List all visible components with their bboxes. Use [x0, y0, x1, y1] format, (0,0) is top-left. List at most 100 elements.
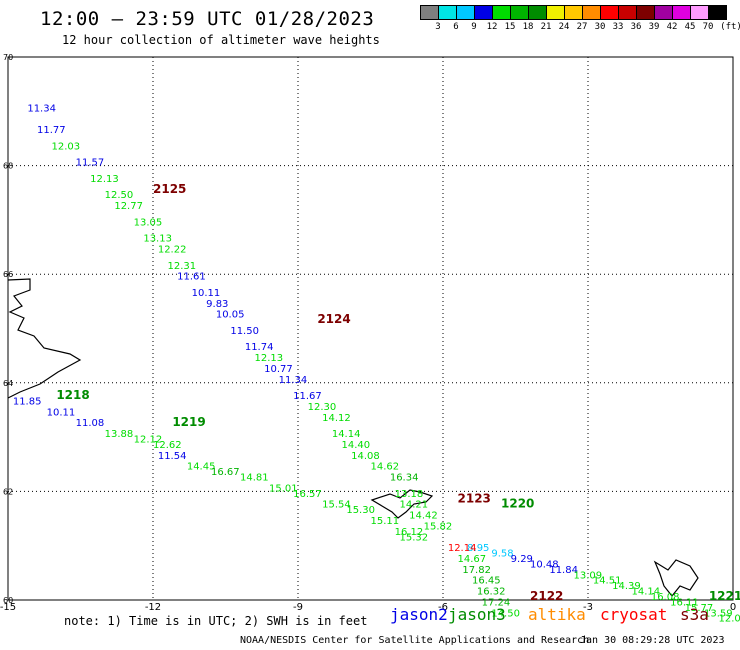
iceland-coast	[7, 278, 82, 399]
wave-height-value: 12.12	[134, 435, 163, 446]
track-time-label: 1220	[501, 497, 534, 511]
wave-height-value: 13.13	[143, 234, 172, 245]
wave-height-value: 10.77	[264, 364, 293, 375]
wave-height-value: 10.48	[530, 559, 559, 570]
wave-height-value: 15.54	[322, 500, 351, 511]
satellite-jason2-label: jason2	[390, 605, 448, 624]
lon-tick-label: -9	[293, 602, 303, 613]
credit-text: NOAA/NESDIS Center for Satellite Applica…	[240, 635, 590, 646]
legend-label: 12	[486, 22, 498, 32]
wave-height-value: 14.12	[322, 413, 351, 424]
shetland-coast	[653, 559, 699, 597]
lon-tick-label: -6	[438, 602, 448, 613]
wave-height-value: 14.62	[371, 462, 400, 473]
wave-height-value: 14.45	[187, 462, 216, 473]
wave-height-value: 9.58	[491, 549, 513, 560]
wave-height-value: 15.01	[269, 483, 298, 494]
legend-color-bar	[420, 5, 727, 20]
wave-height-value: 17.82	[462, 565, 491, 576]
wave-height-value: 16.12	[395, 527, 424, 538]
track-time-label: 2124	[317, 312, 350, 326]
wave-height-value: 12.30	[308, 402, 337, 413]
lat-tick-label: 68	[3, 162, 13, 171]
map-title: 12:00 – 23:59 UTC 01/28/2023	[40, 8, 375, 30]
lon-tick-label: 0	[730, 602, 736, 613]
wave-height-value: 12.13	[90, 174, 119, 185]
legend-label: 24	[558, 22, 570, 32]
track-time-label: 2122	[530, 589, 563, 603]
generated-timestamp: Jan 30 08:29:28 UTC 2023	[580, 635, 725, 646]
track-time-label: 2125	[153, 182, 186, 196]
legend-label: 70	[702, 22, 714, 32]
lat-tick-label: 66	[3, 270, 13, 279]
legend-label: 42	[666, 22, 678, 32]
graticule	[7, 56, 734, 601]
wave-height-value: 15.32	[400, 532, 429, 543]
legend-labels: 3 6 9 12 15 18 21 24 27 30 33 36 39 42 45 70 (ft)	[421, 20, 740, 34]
wave-height-value: 11.61	[177, 272, 206, 283]
track-time-label: 2123	[458, 491, 491, 505]
satellite-s3a-label: s3a	[680, 605, 709, 624]
legend-label: 15	[504, 22, 516, 32]
wave-height-value: 11.54	[158, 451, 187, 462]
track-time-label: 1218	[56, 388, 89, 402]
legend-label: 6	[453, 22, 459, 32]
wave-height-value: 16.11	[670, 597, 699, 608]
lat-tick-label: 64	[3, 379, 13, 388]
wave-height-value: 12.03	[52, 141, 81, 152]
wave-height-value: 17.24	[482, 597, 511, 608]
legend-label: 30	[594, 22, 606, 32]
legend-label: 36	[630, 22, 642, 32]
wave-height-value: 11.84	[549, 565, 578, 576]
wave-height-value: 11.67	[293, 391, 322, 402]
wave-height-value: 11.74	[245, 342, 274, 353]
wave-height-value: 13.18	[395, 489, 424, 500]
satellite-cryosat-label: cryosat	[600, 605, 668, 624]
wave-height-value: 10.11	[192, 288, 221, 299]
wave-height-value: 12.77	[114, 201, 143, 212]
axis-tick-labels: -15 -12 -9 -6 -3 0 60 62 64 66 68 70	[0, 53, 736, 613]
wave-height-value: 12.50	[105, 190, 134, 201]
wave-height-value: 14.14	[632, 587, 661, 598]
track-labels: 2125 2124 2123 2122 1218 1219 1220 1221	[56, 182, 740, 603]
wave-height-value: 8.95	[467, 543, 489, 554]
wave-height-value: 13.59	[704, 608, 733, 619]
wave-height-value: 11.50	[230, 326, 259, 337]
wave-height-value: 15.77	[685, 603, 714, 614]
wave-height-value: 9.29	[511, 554, 533, 565]
legend-label: 27	[576, 22, 588, 32]
wave-height-value: 12.09	[719, 614, 740, 625]
track-time-label: 1219	[172, 415, 205, 429]
legend-label: 21	[540, 22, 552, 32]
wave-height-value: 10.05	[216, 310, 245, 321]
legend-label: 33	[612, 22, 624, 32]
wave-height-value: 11.34	[279, 375, 308, 386]
wave-height-value: 13.09	[574, 570, 603, 581]
satellite-jason3-label: jason3	[448, 605, 506, 624]
wave-height-value: 9.83	[206, 299, 228, 310]
wave-height-value: 11.57	[76, 158, 105, 169]
legend-label: 18	[522, 22, 534, 32]
map-subtitle: 12 hour collection of altimeter wave hei…	[62, 33, 380, 47]
wave-height-value: 14.81	[240, 473, 269, 484]
wave-height-value: 14.42	[409, 511, 438, 522]
wave-height-value: 10.11	[47, 407, 76, 418]
wave-height-value: 15.30	[346, 505, 375, 516]
wave-height-value: 14.14	[332, 429, 361, 440]
wave-height-value: 12.13	[255, 353, 284, 364]
lon-tick-label: -15	[0, 602, 16, 613]
wave-height-value: 11.34	[27, 103, 56, 114]
wave-height-value: 14.40	[342, 440, 371, 451]
lon-tick-label: -12	[145, 602, 161, 613]
satellite-altika-label: altika	[528, 605, 586, 624]
wave-height-value: 16.67	[211, 467, 240, 478]
lat-tick-label: 62	[3, 487, 13, 496]
map-frame	[7, 56, 734, 601]
legend-label: 45	[684, 22, 696, 32]
wave-height-value: 13.05	[134, 217, 163, 228]
wave-height-value: 14.39	[612, 581, 641, 592]
wave-height-value: 12.62	[153, 440, 182, 451]
wave-height-value: 14.08	[351, 451, 380, 462]
